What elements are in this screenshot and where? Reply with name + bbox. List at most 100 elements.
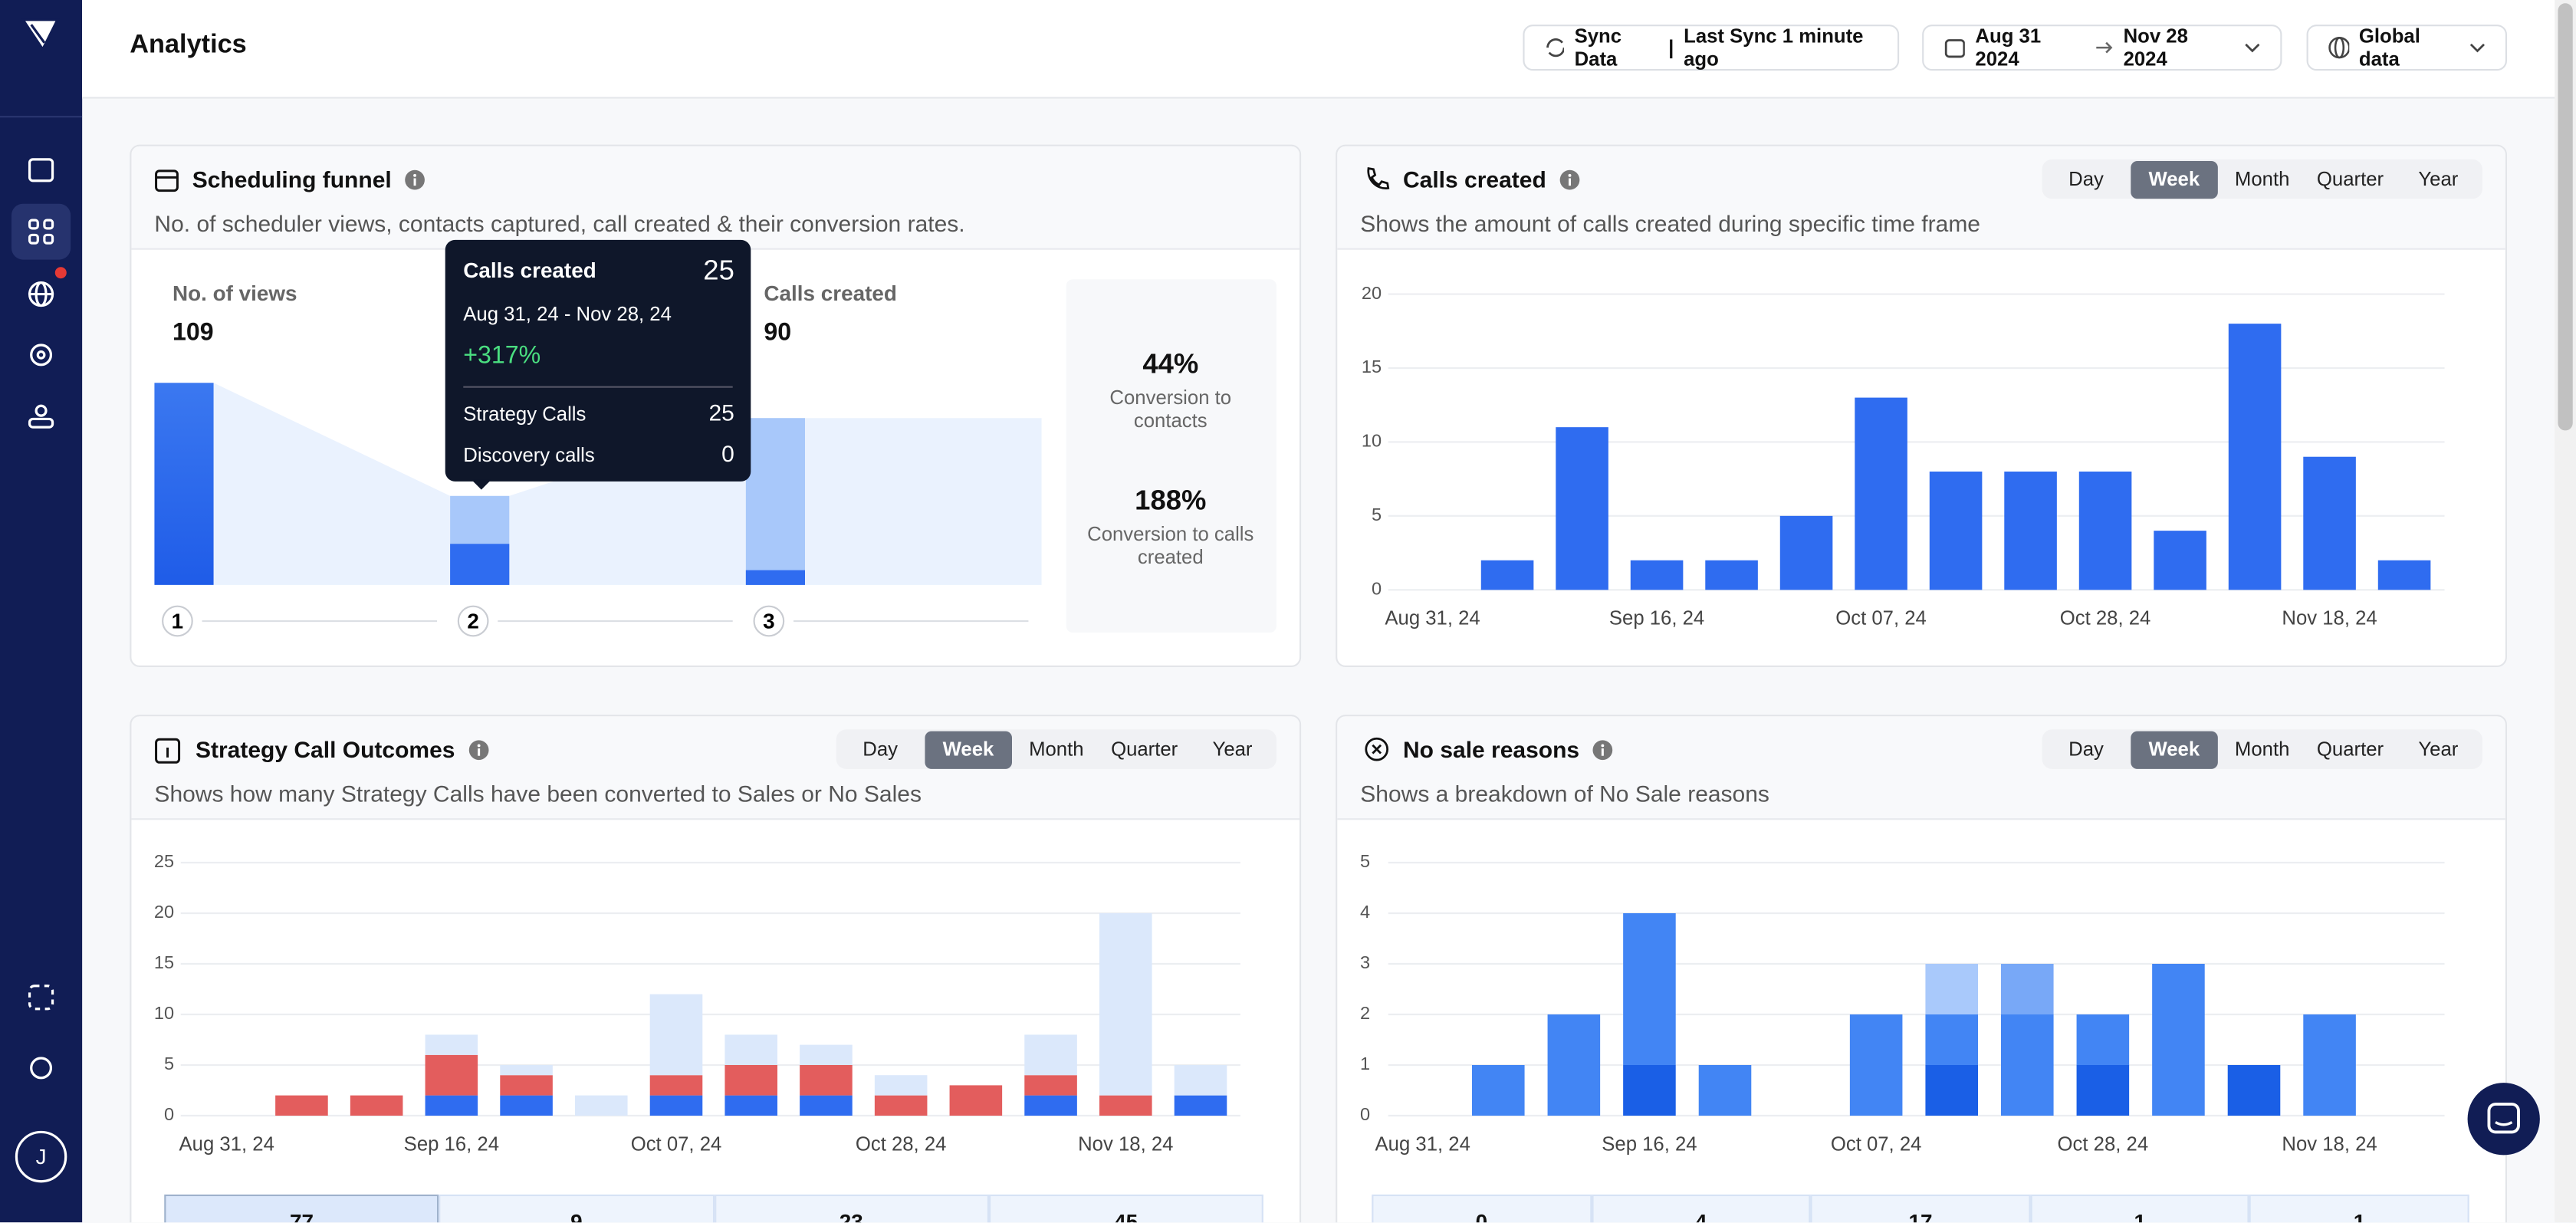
x-tick-label: Oct 07, 24 [1831, 1133, 1922, 1155]
chat-button[interactable] [2467, 1083, 2540, 1156]
period-tab[interactable]: Quarter [2316, 167, 2384, 191]
target-icon[interactable] [30, 344, 53, 367]
bar-segment [500, 1065, 553, 1076]
stage-label: No. of views [172, 281, 297, 306]
bar-segment [2076, 1014, 2130, 1065]
bar-segment [724, 1065, 777, 1096]
card-title-row: Scheduling funnel [154, 161, 426, 197]
arrow-icon [2096, 41, 2113, 54]
notification-dot [54, 267, 67, 279]
bar-segment [649, 1095, 703, 1116]
card-subtitle: Shows the amount of calls created during… [1360, 210, 1981, 237]
table-cell: 17 [1810, 1194, 2031, 1223]
period-tab[interactable]: Year [1212, 738, 1253, 761]
bar-segment [1099, 1095, 1152, 1116]
tooltip-divider [463, 386, 733, 388]
tooltip-arrow [472, 479, 491, 490]
period-tab[interactable]: Year [2418, 738, 2459, 761]
globe-icon[interactable] [28, 281, 54, 307]
bar-segment [2152, 963, 2205, 1116]
bar [2377, 560, 2431, 590]
period-tab[interactable]: Month [2234, 738, 2290, 761]
bar-segment [1099, 912, 1152, 1096]
x-tick-label: Sep 16, 24 [1602, 1133, 1697, 1155]
step-circle [753, 605, 785, 637]
card-header: Strategy Call Outcomes Shows how many St… [131, 716, 1300, 820]
period-tab[interactable]: Quarter [1111, 738, 1178, 761]
step-number: 3 [763, 610, 775, 633]
tooltip: Calls created 25 Aug 31, 24 - Nov 28, 24… [445, 239, 751, 490]
period-tab[interactable]: Quarter [2316, 738, 2384, 761]
last-sync: Last Sync 1 minute ago [1684, 25, 1864, 71]
table-cell: 45 [988, 1194, 1263, 1223]
y-tick-label: 1 [1360, 1054, 1370, 1073]
bar-segment [800, 1044, 853, 1065]
info-icon[interactable] [1592, 738, 1614, 760]
bar [2004, 472, 2057, 590]
x-tick-label: Oct 07, 24 [1835, 608, 1927, 630]
funnel-bar [745, 418, 805, 585]
period-tab[interactable]: Year [2418, 167, 2459, 191]
y-tick-label: 25 [154, 851, 174, 871]
y-tick-label: 5 [1372, 505, 1382, 524]
info-icon[interactable] [405, 169, 426, 190]
calendar-icon[interactable] [28, 158, 54, 182]
table-cell: 1 [2249, 1194, 2469, 1223]
table-cell: 9 [439, 1194, 715, 1223]
step-circle [457, 605, 489, 637]
tooltip-range: Aug 31, 24 - Nov 28, 24 [463, 302, 672, 326]
globe-icon [2328, 36, 2350, 59]
table-cell: 77 [164, 1194, 439, 1223]
x-tick-label: Nov 18, 24 [1078, 1133, 1173, 1155]
outcome-table: 77 9 23 45 [164, 1194, 1263, 1223]
bar [1779, 515, 1833, 590]
y-tick-label: 20 [154, 902, 174, 922]
period-tab[interactable]: Month [2234, 167, 2290, 191]
card-subtitle: No. of scheduler views, contacts capture… [154, 210, 965, 237]
stage-label: Calls created [764, 281, 897, 306]
sync-button[interactable]: Sync Data | Last Sync 1 minute ago [1523, 25, 1900, 71]
no-sale-reasons-card: No sale reasons Shows a breakdown of No … [1336, 715, 2507, 1223]
bar-segment [425, 1054, 478, 1096]
conversion-value: 44% [1142, 348, 1199, 380]
stage-value: 90 [764, 318, 792, 347]
scope-label: Global data [2358, 25, 2420, 71]
logo[interactable] [20, 18, 60, 52]
period-tab[interactable]: Day [2068, 167, 2104, 191]
x-tick-label: Sep 16, 24 [404, 1133, 499, 1155]
bar-segment [874, 1075, 928, 1096]
scrollbar-thumb[interactable] [2558, 3, 2573, 431]
bar-segment [350, 1095, 403, 1116]
period-tab[interactable]: Day [863, 738, 899, 761]
card-header: Scheduling funnel No. of scheduler views… [131, 146, 1300, 250]
bar [1705, 560, 1758, 590]
sync-icon [1546, 38, 1565, 58]
info-icon[interactable] [1559, 169, 1581, 190]
period-tab[interactable]: Month [1029, 738, 1084, 761]
funnel-bar-part [450, 544, 510, 585]
period-tab[interactable]: Day [2068, 738, 2104, 761]
users-icon[interactable] [28, 404, 54, 429]
bar-segment [2303, 1014, 2356, 1116]
scrollbar[interactable] [2555, 0, 2576, 1223]
bar-segment [1024, 1075, 1077, 1096]
x-tick-label: Aug 31, 24 [179, 1133, 274, 1155]
x-tick-label: Nov 18, 24 [2282, 608, 2377, 630]
scope-button[interactable]: Global data [2306, 25, 2507, 71]
avatar[interactable] [15, 1130, 67, 1183]
date-range-button[interactable]: Aug 31 2024 Nov 28 2024 [1922, 25, 2282, 71]
x-tick-label: Oct 28, 24 [2058, 1133, 2149, 1155]
info-icon[interactable] [468, 738, 490, 760]
period-tab[interactable]: Week [2130, 731, 2219, 769]
apps-icon[interactable] [28, 219, 54, 245]
table-cell: 23 [714, 1194, 989, 1223]
y-tick-label: 15 [1362, 357, 1382, 376]
period-tab[interactable]: Week [924, 731, 1013, 769]
bar-segment [1623, 912, 1676, 1065]
funnel-area [213, 383, 1042, 585]
tooltip-value: 25 [703, 255, 734, 286]
settings-icon[interactable] [30, 1057, 53, 1080]
x-tick-label: Sep 16, 24 [1609, 608, 1704, 630]
card-subtitle: Shows a breakdown of No Sale reasons [1360, 780, 1769, 807]
period-tab[interactable]: Week [2130, 161, 2219, 199]
